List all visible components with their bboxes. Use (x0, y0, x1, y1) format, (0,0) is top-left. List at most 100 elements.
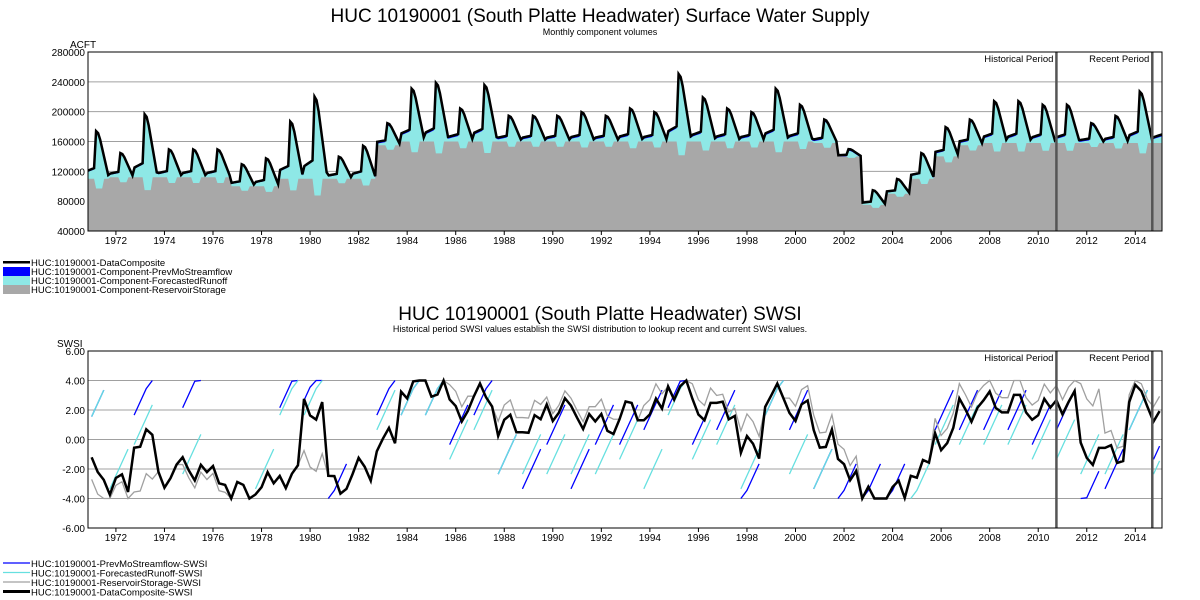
x-tick-label: 2012 (1076, 236, 1099, 247)
swsi-line-prevmostreamflow-swsi (570, 448, 590, 490)
swsi-line-prevmostreamflow-swsi (1080, 470, 1100, 500)
y-tick-label: 240000 (52, 78, 86, 89)
x-tick-label: 2000 (784, 533, 807, 544)
x-tick-label: 1994 (639, 533, 662, 544)
swsi-line-forecastedrunoff-swsi (521, 434, 542, 475)
x-tick-label: 1976 (202, 533, 225, 544)
x-tick-label: 1986 (445, 236, 468, 247)
x-tick-label: 1988 (493, 236, 516, 247)
swsi-line-prevmostreamflow-swsi (643, 389, 663, 431)
period-label: Recent Period (1089, 54, 1149, 65)
x-tick-label: 2006 (930, 236, 953, 247)
swsi-line-prevmostreamflow-swsi (376, 380, 396, 416)
swsi-line-prevmostreamflow-swsi (449, 404, 469, 445)
y-tick-label: -4.00 (62, 495, 85, 506)
x-tick-label: 2004 (881, 533, 904, 544)
x-tick-label: 1986 (445, 533, 468, 544)
composite-line (87, 70, 1163, 207)
chart1-title: HUC 10190001 (South Platte Headwater) Su… (331, 6, 870, 27)
swsi-line-prevmostreamflow-swsi (1152, 445, 1161, 460)
swsi-line-prevmostreamflow-swsi (182, 379, 201, 409)
swsi-line-datacomposite-swsi (90, 376, 1161, 503)
x-tick-label: 2010 (1027, 533, 1050, 544)
legend-label: HUC:10190001-DataComposite-SWSI (31, 588, 193, 599)
y-tick-label: 280000 (52, 48, 86, 59)
legend-label: HUC:10190001-Component-PrevMoStreamflow (31, 267, 232, 278)
x-tick-label: 1978 (250, 236, 273, 247)
swsi-line-forecastedrunoff-swsi (1007, 404, 1027, 445)
legend-label: HUC:10190001-ForecastedRunoff-SWSI (31, 569, 202, 580)
y-tick-label: -2.00 (62, 465, 85, 476)
legend-label: HUC:10190001-Component-ForecastedRunoff (31, 276, 228, 287)
swsi-line-prevmostreamflow-swsi (303, 379, 323, 401)
x-tick-label: 1990 (542, 236, 565, 247)
legend-swatch (3, 267, 30, 276)
chart2-subtitle: Historical period SWSI values establish … (393, 324, 807, 334)
x-tick-label: 1980 (299, 533, 322, 544)
x-tick-label: 2002 (833, 236, 856, 247)
swsi-line-forecastedrunoff-swsi (449, 419, 469, 460)
x-tick-label: 2014 (1124, 533, 1147, 544)
x-tick-label: 1984 (396, 533, 419, 544)
legend-swatch (3, 285, 30, 294)
x-tick-label: 2000 (784, 236, 807, 247)
x-tick-label: 1988 (493, 533, 516, 544)
swsi-line-prevmostreamflow-swsi (1104, 448, 1124, 490)
swsi-line-forecastedrunoff-swsi (691, 419, 712, 460)
x-tick-label: 1996 (687, 236, 710, 247)
swsi-line-forecastedrunoff-swsi (594, 434, 615, 475)
x-tick-label: 1972 (105, 533, 128, 544)
swsi-line-forecastedrunoff-swsi (1152, 460, 1161, 475)
period-label: Recent Period (1089, 353, 1149, 364)
y-tick-label: 160000 (52, 138, 86, 149)
x-tick-label: 1976 (202, 236, 225, 247)
swsi-line-forecastedrunoff-swsi (740, 448, 760, 490)
swsi-line-forecastedrunoff-swsi (497, 434, 517, 475)
swsi-line-forecastedrunoff-swsi (716, 404, 736, 445)
period-label: Historical Period (984, 353, 1053, 364)
y-tick-label: 80000 (57, 197, 85, 208)
swsi-line-prevmostreamflow-swsi (279, 379, 299, 409)
y-tick-label: 40000 (57, 227, 85, 238)
y-tick-label: 200000 (52, 108, 86, 119)
swsi-line-prevmostreamflow-swsi (837, 463, 857, 499)
y-tick-label: 6.00 (66, 347, 86, 358)
chart1-ylabel: ACFT (70, 40, 96, 51)
legend-label: HUC:10190001-Component-ReservoirStorage (31, 285, 226, 296)
x-tick-label: 1974 (153, 533, 176, 544)
swsi-line-forecastedrunoff-swsi (618, 419, 639, 460)
x-tick-label: 1984 (396, 236, 419, 247)
x-tick-label: 1992 (590, 533, 613, 544)
x-tick-label: 1972 (105, 236, 128, 247)
legend-label: HUC:10190001-ReservoirStorage-SWSI (31, 578, 201, 589)
x-tick-label: 2008 (979, 533, 1002, 544)
x-tick-label: 2008 (979, 236, 1002, 247)
x-tick-label: 1998 (736, 236, 759, 247)
swsi-line-forecastedrunoff-swsi (182, 434, 202, 475)
x-tick-label: 2002 (833, 533, 856, 544)
x-tick-label: 1990 (542, 533, 565, 544)
swsi-line-prevmostreamflow-swsi (1031, 404, 1051, 445)
legend-swatch (3, 261, 30, 264)
swsi-line-forecastedrunoff-swsi (570, 434, 590, 475)
chart2-ylabel: SWSI (57, 339, 83, 350)
swsi-line-prevmostreamflow-swsi (958, 389, 979, 431)
x-tick-label: 1982 (347, 236, 370, 247)
chart2-title: HUC 10190001 (South Platte Headwater) SW… (398, 304, 801, 325)
swsi-line-forecastedrunoff-swsi (788, 434, 809, 475)
legend-label: HUC:10190001-DataComposite (31, 258, 165, 269)
swsi-line-forecastedrunoff-swsi (1080, 434, 1100, 475)
swsi-line-prevmostreamflow-swsi (983, 389, 1003, 431)
chart1-subtitle: Monthly component volumes (543, 27, 658, 37)
x-tick-label: 1996 (687, 533, 710, 544)
x-tick-label: 2014 (1124, 236, 1147, 247)
x-tick-label: 1998 (736, 533, 759, 544)
swsi-line-forecastedrunoff-swsi (133, 404, 153, 445)
swsi-line-forecastedrunoff-swsi (376, 389, 396, 431)
swsi-line-forecastedrunoff-swsi (958, 404, 979, 445)
swsi-line-forecastedrunoff-swsi (1055, 419, 1076, 460)
x-tick-label: 2004 (881, 236, 904, 247)
y-tick-label: -6.00 (62, 524, 85, 535)
swsi-line-forecastedrunoff-swsi (546, 434, 566, 475)
